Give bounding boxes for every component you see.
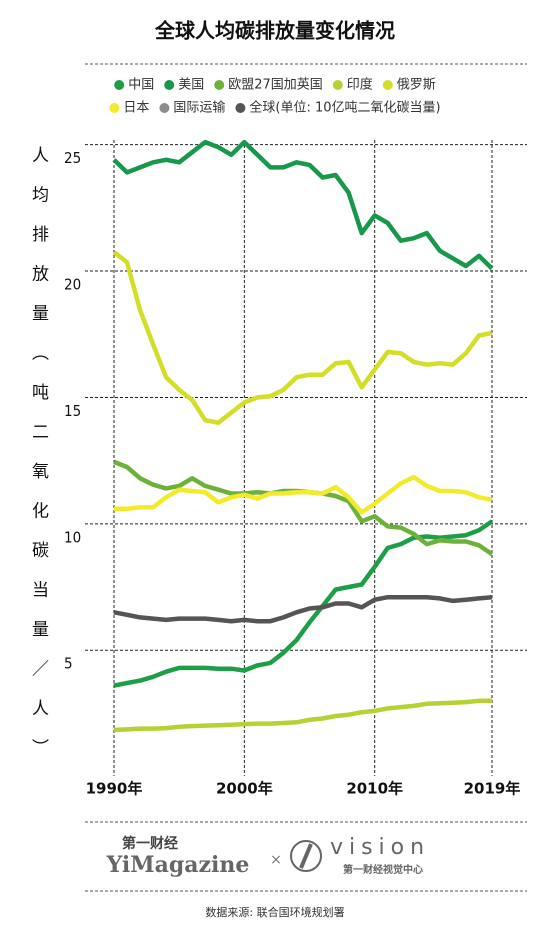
x-tick-label: 1990年 — [86, 780, 143, 798]
legend-marker — [109, 103, 120, 113]
x-tick-label: 2019年 — [464, 780, 521, 798]
brand-en: YiMagazine — [106, 852, 250, 878]
series-line — [113, 519, 494, 688]
legend-marker — [164, 80, 175, 90]
y-tick-label: 5 — [64, 655, 73, 673]
x-tick-label: 2010年 — [346, 780, 403, 798]
source: 数据来源: 联合国环境规划署 — [205, 905, 344, 919]
legend-label: 日本 — [123, 101, 149, 116]
vision-word: vision — [330, 835, 430, 860]
brand-separator: × — [270, 852, 282, 868]
vision-logo — [299, 843, 313, 869]
brand-cn: 第一财经 — [122, 835, 178, 852]
y-tick-label: 15 — [64, 402, 81, 420]
legend-label: 中国 — [128, 78, 154, 93]
legend-label: 国际运输 — [173, 100, 225, 116]
y-tick-label: 25 — [64, 149, 81, 167]
legend-label: 美国 — [178, 78, 204, 93]
vision-cn: 第一财经视觉中心 — [343, 863, 423, 876]
legend-label: 俄罗斯 — [397, 78, 436, 93]
legend-marker — [382, 80, 393, 90]
series-line — [114, 474, 493, 515]
y-tick-label: 20 — [64, 276, 81, 294]
chart-title: 全球人均碳排放量变化情况 — [154, 19, 395, 43]
legend-marker — [159, 103, 170, 113]
vision-logo — [290, 840, 322, 872]
series-line — [112, 139, 494, 271]
legend-marker — [332, 80, 343, 90]
series-line — [113, 459, 494, 557]
x-tick-label: 2000年 — [216, 780, 273, 798]
legend-marker — [214, 80, 225, 90]
y-axis-label: 人均排放量（吨二氧化碳当量／人） — [28, 146, 48, 778]
y-tick-label: 10 — [64, 528, 81, 546]
series-line — [113, 698, 492, 733]
legend-marker — [114, 80, 125, 90]
legend-label: 全球(单位: 10亿吨二氧化碳当量) — [249, 100, 440, 116]
legend-label: 欧盟27国加英国 — [228, 78, 323, 93]
legend-marker — [235, 103, 246, 113]
series-line — [112, 250, 493, 425]
legend-label: 印度 — [347, 77, 373, 93]
series-line — [113, 594, 493, 624]
